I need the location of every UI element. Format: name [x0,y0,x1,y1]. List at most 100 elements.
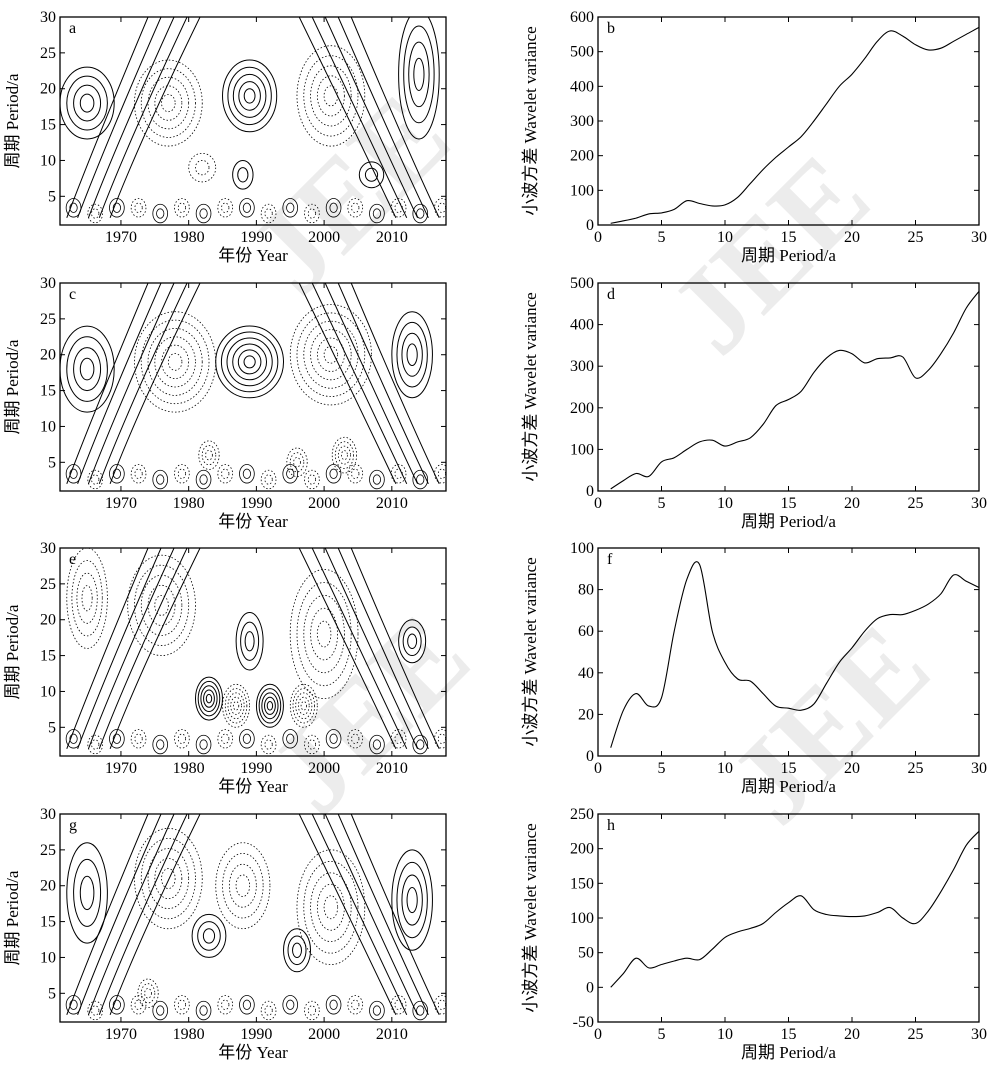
y-tick-label: 300 [570,113,594,130]
x-tick-label: 30 [971,1026,987,1043]
contour-line [235,612,264,671]
x-tick-label: 2010 [376,760,408,777]
contour-line [324,17,419,219]
contour-line [91,208,100,219]
contour-line [232,159,254,190]
contour-line [350,548,440,750]
x-tick-label: 2000 [308,760,340,777]
series-line [610,290,979,490]
contour-line [325,729,342,749]
x-tick-label: 20 [844,495,860,512]
x-tick-label: 30 [971,229,987,246]
y-tick-label: 20 [578,706,594,723]
contour-line [134,999,143,1010]
contour-line [147,76,190,130]
contour-line [205,449,213,461]
y-tick-label: -50 [573,1014,594,1031]
contour-line [282,995,299,1015]
x-tick-label: 15 [781,229,797,246]
contour-line [73,84,102,122]
contour-line [195,469,212,490]
contour-line [390,198,407,218]
panel-a: 1970 1980 1990 2000 2010 5 10 15 20 25 30 a 年份 Year 周… [3,9,447,265]
contour-line [260,203,277,224]
x-tick-label: 30 [971,495,987,512]
x-tick-label: 1970 [105,229,137,246]
contour-line [109,464,125,484]
x-tick-label: 20 [844,760,860,777]
x-tick-label: 10 [717,495,733,512]
contour-line [264,474,273,485]
y-tick-label: 60 [578,623,594,640]
contour-line [69,468,78,479]
contour-line [372,474,382,485]
contour-line [215,325,285,399]
contour-line [98,283,188,485]
contour-line [292,688,315,724]
contour-line [334,441,354,469]
x-tick-label: 2010 [376,495,408,512]
contour-line [286,733,295,744]
y-tick-label: 500 [570,275,594,292]
panel-e: 1970 1980 1990 2000 2010 5 10 15 20 25 30 e 年份 Year 周… [3,540,447,796]
contour-line [282,729,299,749]
contour-line [242,202,252,213]
x-tick-label: 1990 [240,1026,272,1043]
x-tick-label: 5 [658,495,666,512]
x-tick-label: 10 [717,229,733,246]
panel-label: g [69,817,77,834]
x-tick-label: 10 [717,760,733,777]
contour-line [396,321,428,388]
contour-line [329,468,338,479]
x-axis-label: 周期 Period/a [741,512,836,531]
contour-line [147,327,203,396]
contour-line [227,66,272,126]
contour-line [174,729,190,749]
contour-line [156,208,165,219]
x-axis-label: 周期 Period/a [741,1043,836,1062]
contour-line [79,875,95,911]
contour-line [311,814,408,1016]
y-tick-label: 30 [40,275,56,292]
x-axis-label: 年份 Year [218,512,288,531]
contour-line [329,202,338,213]
contour-line [199,1005,208,1016]
x-tick-label: 2010 [376,1026,408,1043]
contour-line [203,689,215,708]
contour-line [134,564,190,646]
contour-line [87,1000,104,1021]
contour-line [350,814,440,1016]
y-tick-label: 0 [586,483,594,500]
contour-line [311,283,408,485]
contour-line [369,1000,385,1021]
contour-line [79,357,95,381]
x-tick-label: 2000 [308,229,340,246]
contour-line [351,468,360,479]
contour-line [406,343,418,367]
panel-label: f [607,551,613,568]
contour-line [242,733,252,744]
panel-label: d [607,286,615,303]
contour-line [295,692,313,720]
contour-line [221,999,230,1010]
x-tick-label: 15 [781,495,797,512]
x-tick-label: 2010 [376,229,408,246]
contour-line [298,283,397,485]
contour-line [260,1000,277,1021]
contour-line [403,25,435,124]
contour-line [316,620,332,648]
contour-line [260,469,277,490]
contour-line [316,75,345,117]
contour-line [258,688,282,724]
y-axis-label: 小波方差 Wavelet variance [521,292,540,481]
contour-line [337,548,429,750]
contour-line [109,995,125,1015]
y-tick-label: 15 [40,383,56,400]
x-tick-label: 0 [594,229,602,246]
contour-line [87,469,104,490]
contour-line [434,464,446,484]
contour-line [199,739,208,750]
y-tick-label: 5 [48,188,56,205]
contour-line [239,729,255,749]
contour-line [324,814,419,1016]
